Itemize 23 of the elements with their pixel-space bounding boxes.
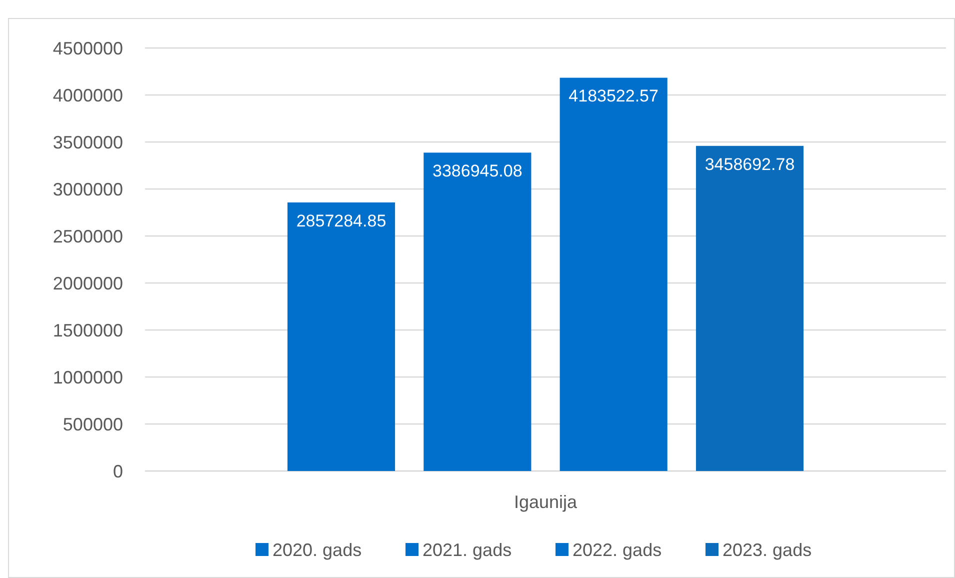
data-label: 3458692.78: [704, 154, 795, 174]
bar: [560, 78, 668, 471]
y-tick-label: 3500000: [52, 132, 123, 152]
y-tick-label: 2000000: [52, 273, 123, 294]
y-tick-label: 4500000: [52, 38, 123, 58]
y-tick-label: 3000000: [52, 179, 123, 200]
y-tick-label: 0: [112, 461, 123, 482]
y-tick-label: 1000000: [52, 367, 123, 388]
legend-label: 2021. gads: [422, 540, 512, 560]
data-label: 2857284.85: [296, 211, 386, 230]
legend-label: 2020. gads: [272, 540, 362, 560]
data-label: 3386945.08: [432, 162, 522, 181]
bar: [287, 202, 396, 471]
bar: [696, 146, 804, 471]
legend-label: 2022. gads: [572, 540, 662, 560]
legend-label: 2023. gads: [722, 540, 812, 560]
data-label: 4183522.57: [568, 86, 658, 106]
y-tick-label: 4000000: [52, 85, 123, 106]
x-tick-label: Igaunija: [514, 492, 578, 512]
y-tick-label: 1500000: [52, 320, 123, 340]
bar: [424, 152, 532, 471]
y-tick-label: 2500000: [52, 226, 123, 246]
y-tick-label: 500000: [62, 414, 123, 434]
